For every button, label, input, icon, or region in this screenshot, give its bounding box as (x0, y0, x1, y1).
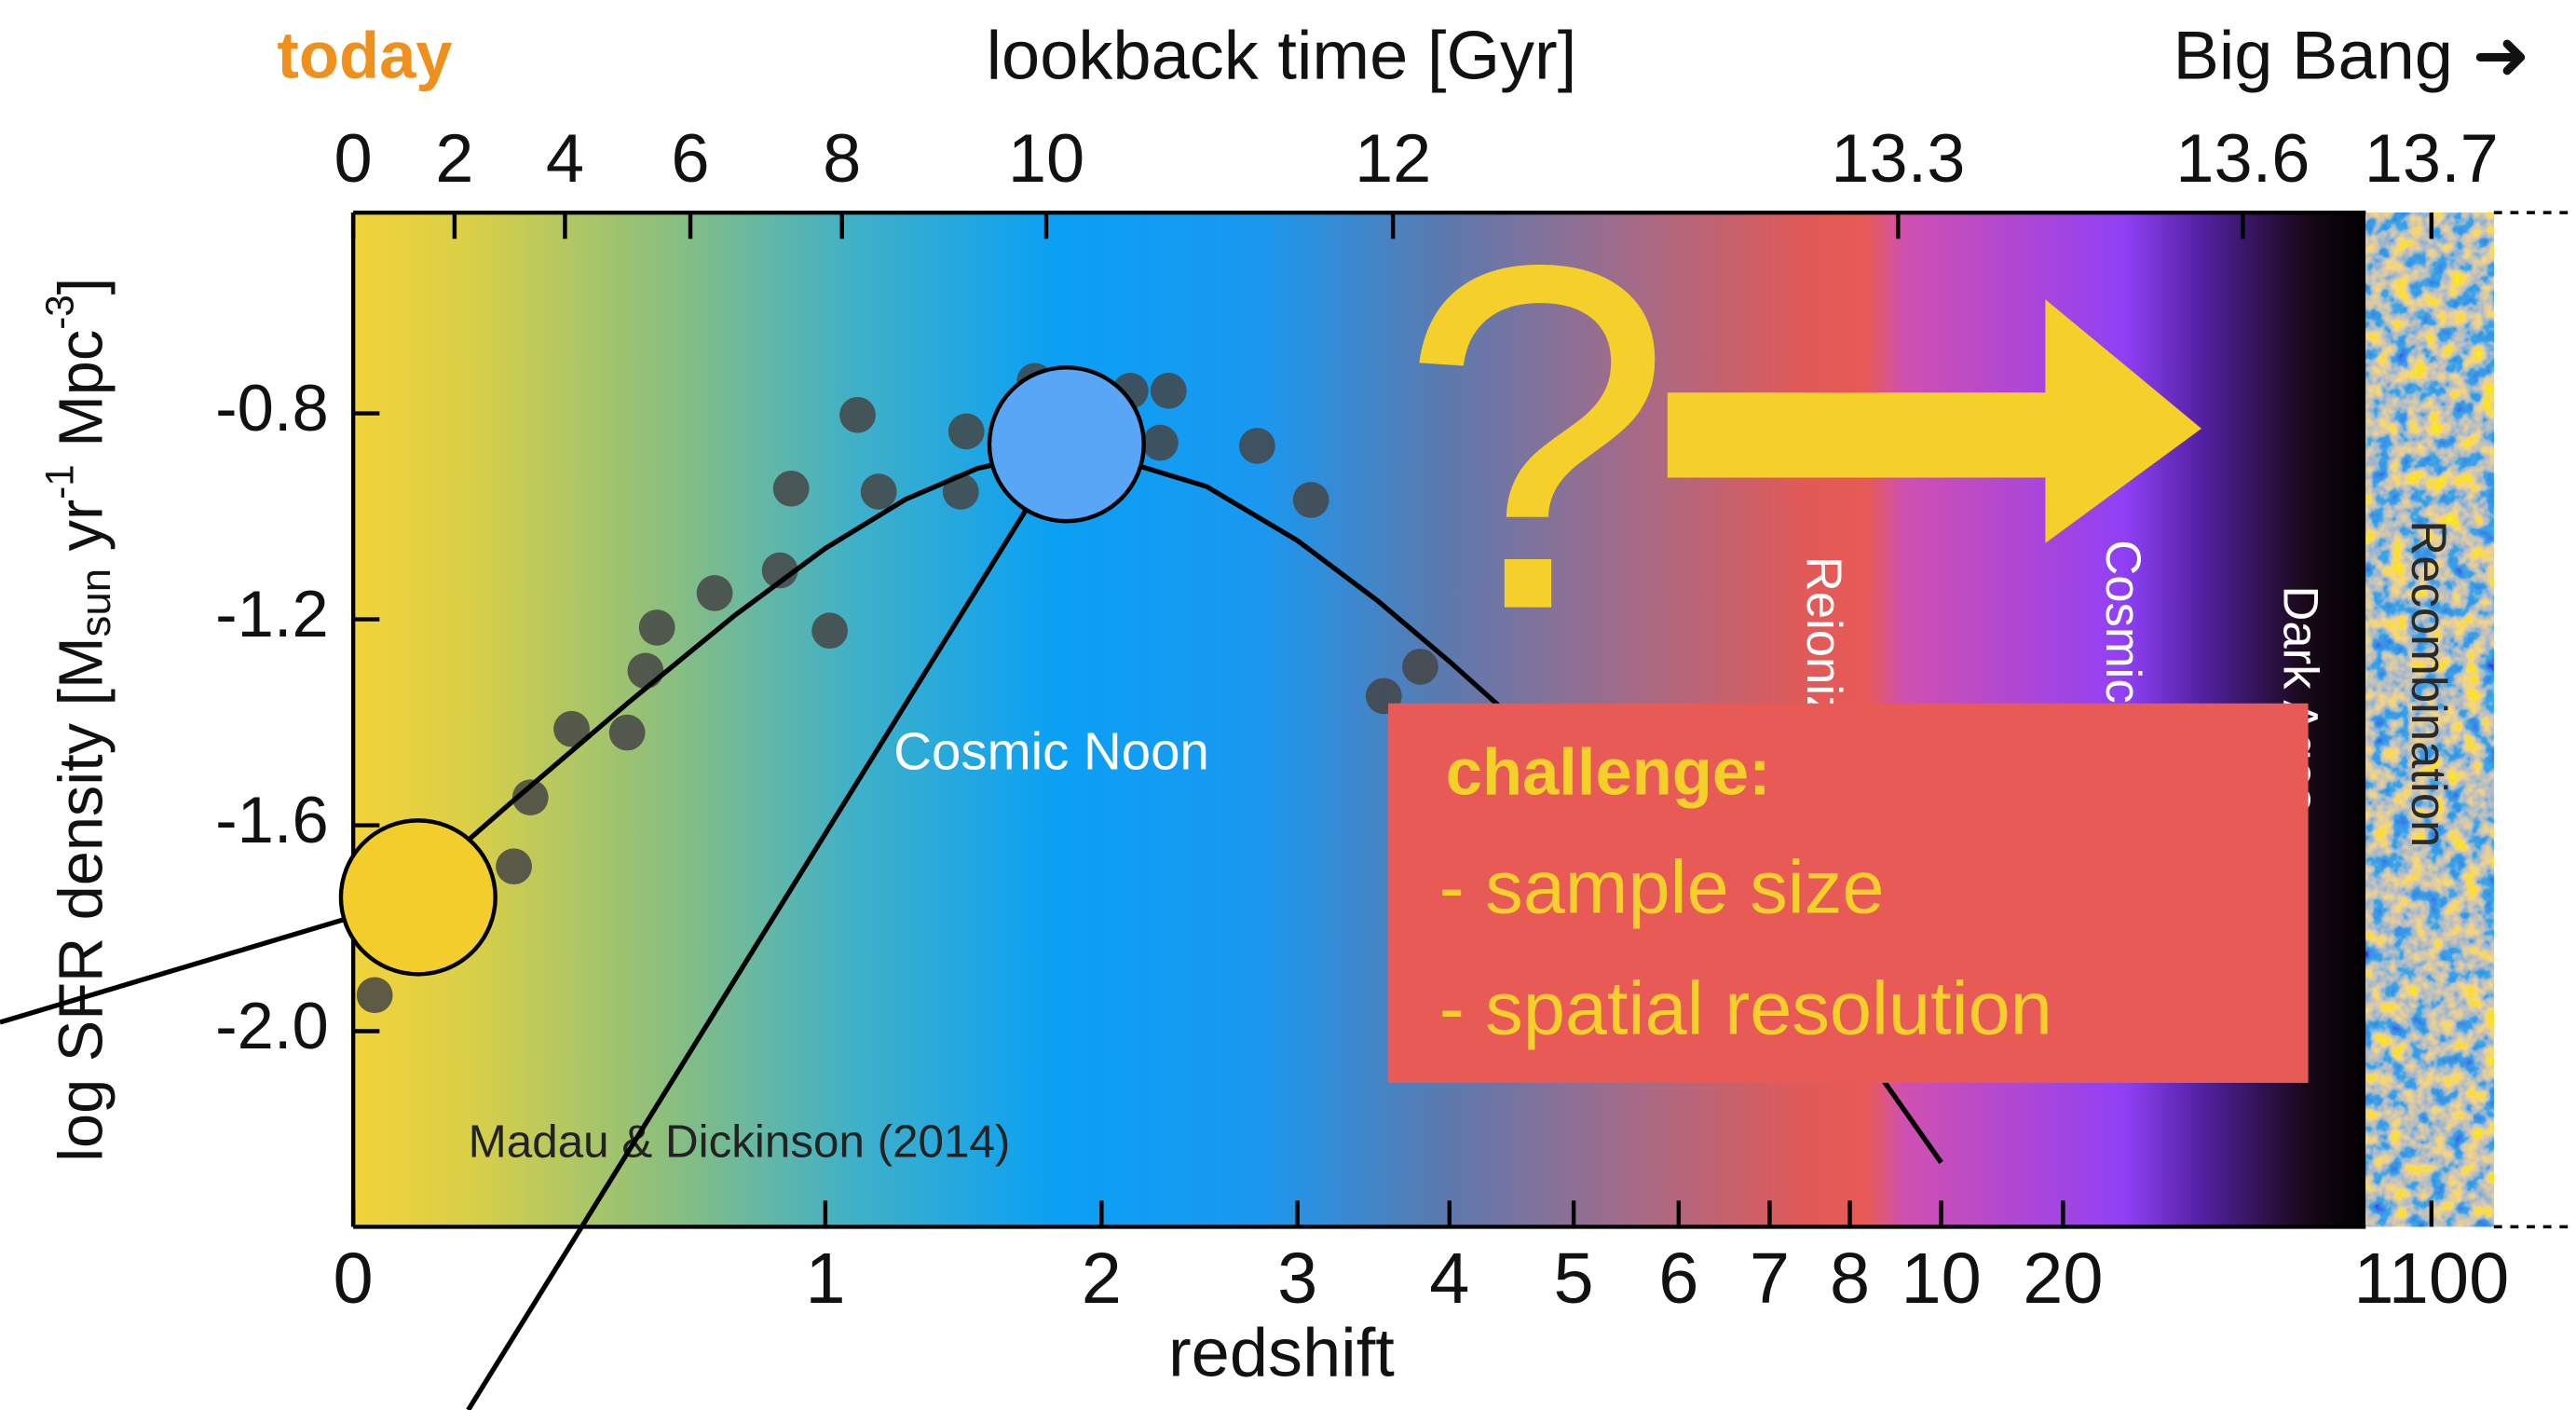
data-point (860, 473, 897, 510)
x2-tick-label: 10 (1008, 119, 1084, 197)
data-point (839, 396, 876, 433)
x-tick-label: 8 (1830, 1239, 1870, 1319)
x-tick-label: 4 (1429, 1239, 1469, 1319)
x-tick-label: 1 (805, 1239, 845, 1319)
data-point (1292, 482, 1329, 518)
data-point (1238, 428, 1275, 464)
x2-tick-label: 0 (334, 119, 373, 197)
data-point (696, 575, 733, 611)
data-point (553, 710, 590, 747)
x-tick-label: 7 (1750, 1239, 1790, 1319)
y-label-sup: -3 (37, 294, 81, 329)
x2-tick-label: 2 (435, 119, 473, 197)
y-label-part: yr (46, 500, 116, 568)
y-axis-label: log SFR density [Msun yr-1 Mpc-3] (37, 278, 119, 1162)
connector (466, 508, 1029, 1410)
x-tick-label: 0 (334, 1239, 374, 1319)
data-point (511, 779, 549, 816)
highlight-marker (987, 365, 1146, 524)
challenge-heading: challenge: (1446, 734, 1771, 808)
era-label: Recombination (2401, 520, 2456, 847)
y-label-part: ] (46, 278, 116, 295)
labels: today lookback time [Gyr] Big Bang ➜ red… (37, 17, 2530, 1391)
data-point (627, 652, 664, 690)
today-label: today (277, 19, 452, 92)
x2-tick-label: 6 (671, 119, 709, 197)
x-tick-label: 20 (2023, 1239, 2103, 1319)
y-tick-label: -2.0 (215, 989, 329, 1062)
data-point (1402, 649, 1438, 685)
question-mark: ? (1399, 163, 1673, 712)
data-point (1150, 373, 1187, 409)
x-tick-label: 1100 (2353, 1239, 2509, 1319)
data-point (356, 977, 393, 1014)
data-point (942, 473, 979, 510)
challenge-box (1388, 703, 2309, 1083)
y-label-sub: sun (72, 568, 119, 637)
challenge-item: - spatial resolution (1439, 967, 2052, 1051)
arrow (1667, 299, 2201, 543)
y-tick-label: -0.8 (215, 371, 329, 445)
data-point (811, 612, 849, 650)
data-point (1141, 424, 1179, 461)
citation: Madau & Dickinson (2014) (469, 1116, 1011, 1168)
data-point (638, 609, 675, 646)
x2-axis-label: lookback time [Gyr] (987, 17, 1577, 94)
x-tick-label: 5 (1554, 1239, 1594, 1319)
data-point (947, 413, 985, 450)
y-label-part: log SFR density [M (46, 637, 116, 1161)
data-point (608, 714, 646, 751)
x-axis-label: redshift (1168, 1313, 1395, 1390)
x2-tick-label: 4 (546, 119, 584, 197)
data-point (772, 470, 810, 507)
highlight-marker (338, 818, 497, 977)
cmb-texture (2365, 212, 2494, 1227)
y-tick-label: -1.6 (215, 783, 329, 856)
highlights (0, 365, 1146, 1410)
data-point (496, 848, 532, 885)
y-label-sup: -1 (37, 464, 81, 499)
connector (0, 917, 346, 1025)
x2-tick-label: 8 (823, 119, 861, 197)
y-tick-label: -1.2 (215, 577, 329, 650)
data-point (761, 552, 798, 589)
y-label-part: Mpc (46, 330, 116, 465)
x2-tick-label: 13.3 (1831, 119, 1965, 197)
x2-tick-label: 12 (1355, 119, 1431, 197)
big-bang-label: Big Bang ➜ (2173, 17, 2529, 94)
x-tick-label: 10 (1901, 1239, 1981, 1319)
overlay: ? challenge: - sample size - spatial res… (1388, 163, 2309, 1083)
challenge-item: - sample size (1439, 846, 1885, 930)
x-tick-label: 3 (1277, 1239, 1317, 1319)
x2-tick-label: 13.7 (2365, 119, 2499, 197)
x2-tick-label: 13.6 (2175, 119, 2310, 197)
x-tick-label: 6 (1658, 1239, 1698, 1319)
x-tick-label: 2 (1082, 1239, 1122, 1319)
cosmic-noon-label: Cosmic Noon (893, 722, 1209, 781)
